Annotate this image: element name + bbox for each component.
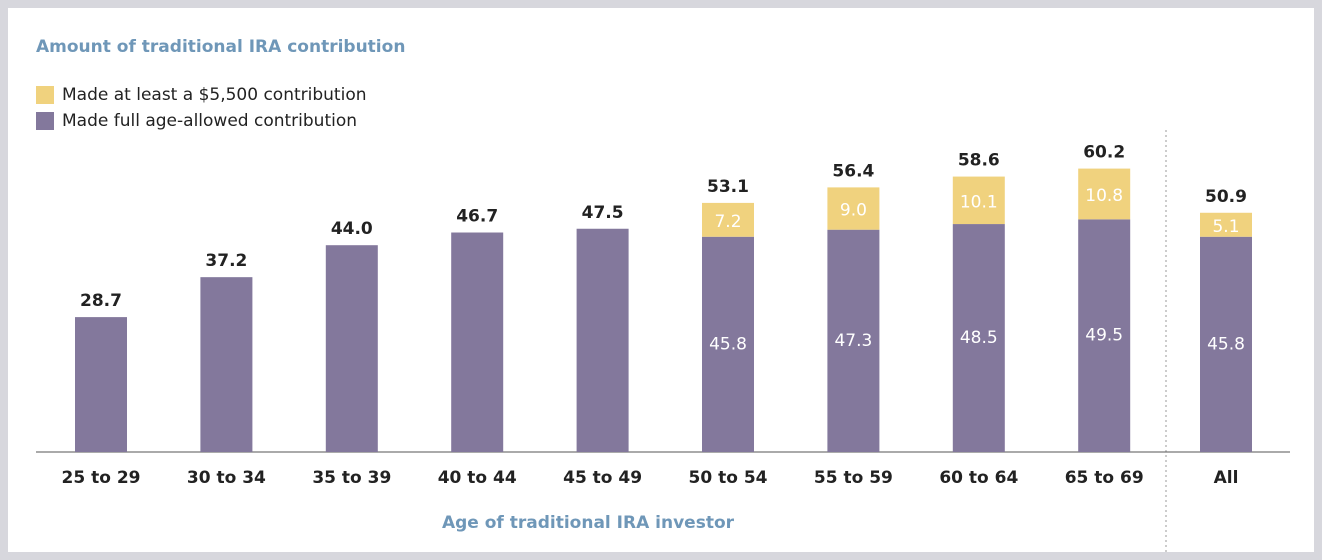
value-label: 47.3 <box>834 331 872 351</box>
x-tick-label: 65 to 69 <box>1065 468 1144 488</box>
x-tick-label: 30 to 34 <box>187 468 266 488</box>
bar-segment <box>952 176 1005 225</box>
x-tick-label: 35 to 39 <box>312 468 391 488</box>
legend-label: Made at least a $5,500 contribution <box>62 85 367 105</box>
bar-segment <box>576 228 629 452</box>
x-tick-label: 60 to 64 <box>939 468 1018 488</box>
bar-segment <box>952 224 1005 452</box>
x-axis-title: Age of traditional IRA investor <box>442 513 735 533</box>
value-label: 10.1 <box>960 192 998 212</box>
bar-segment <box>1200 212 1252 237</box>
value-label: 9.0 <box>840 201 867 221</box>
x-tick-label: 25 to 29 <box>62 468 141 488</box>
bar-segment <box>702 202 754 237</box>
bar-segment <box>451 232 504 452</box>
x-tick-label: 45 to 49 <box>563 468 642 488</box>
bar-segment <box>75 317 127 452</box>
x-tick-label: 50 to 54 <box>689 468 768 488</box>
legend-swatch <box>36 112 54 130</box>
value-label: 46.7 <box>456 207 498 227</box>
value-label: 47.5 <box>582 203 624 223</box>
value-label: 37.2 <box>205 251 247 271</box>
legend-label: Made full age-allowed contribution <box>62 111 357 131</box>
x-tick-label: All <box>1214 468 1239 488</box>
value-label: 10.8 <box>1085 186 1123 206</box>
value-label: 28.7 <box>80 291 122 311</box>
bar-segment <box>1078 219 1131 452</box>
bar-segment <box>1078 168 1131 220</box>
chart-title: Amount of traditional IRA contribution <box>36 37 405 57</box>
bar-segment <box>1200 236 1252 452</box>
value-label: 45.8 <box>709 334 747 354</box>
value-label: 44.0 <box>331 219 373 239</box>
x-tick-label: 40 to 44 <box>438 468 517 488</box>
bar-segment <box>827 187 880 230</box>
total-label: 50.9 <box>1205 187 1247 207</box>
value-label: 5.1 <box>1212 217 1239 237</box>
total-label: 56.4 <box>832 161 874 181</box>
value-label: 48.5 <box>960 328 998 348</box>
legend-swatch <box>36 86 54 104</box>
x-tick-label: 55 to 59 <box>814 468 893 488</box>
total-label: 60.2 <box>1083 143 1125 163</box>
value-label: 49.5 <box>1085 326 1123 346</box>
value-label: 7.2 <box>714 212 741 232</box>
bar-segment <box>827 229 880 452</box>
total-label: 53.1 <box>707 177 749 197</box>
total-label: 58.6 <box>958 151 1000 171</box>
bar-segment <box>702 236 754 452</box>
bar-segment <box>200 277 253 452</box>
bar-segment <box>325 245 378 452</box>
value-label: 45.8 <box>1207 334 1245 354</box>
